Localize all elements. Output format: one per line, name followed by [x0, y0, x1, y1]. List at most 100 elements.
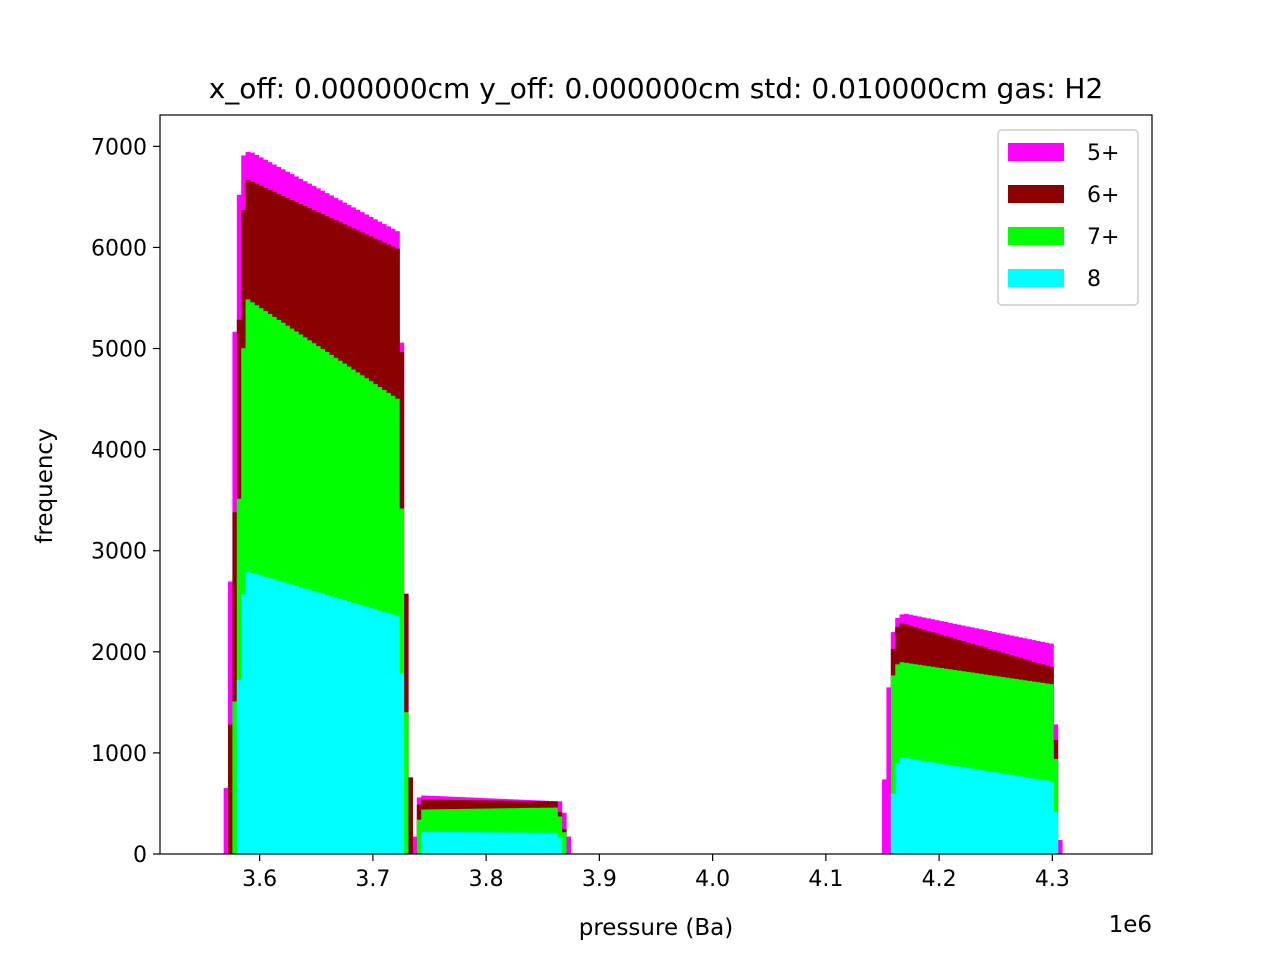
bar [517, 808, 523, 854]
bar [447, 809, 453, 854]
bar [522, 807, 528, 854]
bar [311, 591, 317, 854]
y-tick-label: 0 [133, 843, 147, 868]
bar [956, 670, 962, 854]
bar [890, 675, 896, 854]
bar [539, 832, 545, 854]
bar [223, 788, 229, 854]
chart-title: x_off: 0.000000cm y_off: 0.000000cm std:… [209, 72, 1104, 105]
bar [926, 761, 931, 854]
bar [1044, 780, 1050, 854]
bar [271, 579, 277, 854]
bar [381, 611, 387, 854]
bar [377, 610, 383, 854]
bar [1005, 677, 1010, 854]
bar [1013, 775, 1019, 854]
bar [482, 808, 488, 854]
bar [1049, 684, 1054, 854]
bar [531, 807, 536, 854]
bar [965, 671, 971, 854]
bar [289, 584, 295, 854]
bar [895, 664, 901, 854]
bar [473, 808, 479, 854]
x-tick-label: 4.3 [1035, 867, 1070, 892]
bar [346, 601, 352, 854]
bar [1009, 774, 1015, 854]
bar [1022, 776, 1028, 854]
bar [917, 760, 923, 854]
bar [460, 832, 466, 854]
bar [939, 763, 944, 854]
bar [390, 614, 396, 854]
bar [425, 809, 431, 854]
bar [921, 760, 927, 854]
bar [947, 669, 953, 854]
legend-swatch [1008, 269, 1064, 287]
y-tick-label: 2000 [91, 641, 147, 666]
bar [553, 832, 558, 854]
bar [460, 808, 466, 854]
bar [236, 498, 242, 854]
bar [895, 762, 901, 854]
bar [443, 831, 449, 854]
bar [1018, 679, 1024, 854]
bar [1022, 680, 1028, 854]
bar [939, 668, 944, 854]
bar [263, 576, 268, 854]
bar [500, 832, 506, 854]
bar [394, 615, 400, 854]
bar [930, 666, 936, 854]
x-tick-label: 4.1 [808, 867, 843, 892]
bar [232, 512, 238, 854]
bar [456, 808, 462, 854]
bar [386, 613, 391, 854]
bar [930, 762, 936, 854]
x-tick-label: 3.6 [242, 867, 277, 892]
bar [548, 832, 554, 854]
bar [500, 808, 506, 854]
bar [557, 837, 563, 854]
bar [228, 581, 233, 854]
bar [517, 832, 523, 854]
bar [473, 832, 479, 854]
bar [452, 832, 457, 854]
axis-ticks: 3.6 3.7 3.8 3.9 4.0 4.1 4.2 4.3 0 1000 2000 3000 400… [91, 135, 1070, 892]
bar [425, 831, 431, 854]
bar [249, 572, 255, 854]
bar [987, 771, 993, 854]
bar [548, 807, 554, 854]
x-tick-label: 3.8 [469, 867, 504, 892]
bar [952, 765, 958, 854]
bar [324, 595, 330, 854]
bar [403, 712, 409, 854]
legend-frame [997, 129, 1139, 306]
bar [983, 770, 988, 854]
bar [438, 809, 444, 854]
bar [978, 769, 984, 854]
legend-label: 8 [1087, 267, 1101, 292]
bar [236, 679, 242, 854]
bar [978, 673, 984, 854]
bar [408, 777, 413, 854]
bar [364, 606, 369, 854]
bar [969, 768, 975, 854]
bar [416, 819, 422, 854]
bar [421, 831, 427, 854]
bar [504, 832, 510, 854]
bar [276, 580, 282, 854]
y-tick-label: 1000 [91, 742, 147, 767]
bar [996, 676, 1002, 854]
bar [307, 589, 312, 854]
bar [267, 578, 273, 854]
bar [553, 807, 558, 854]
bar [886, 687, 892, 854]
bar [908, 758, 914, 854]
bar [969, 672, 975, 854]
bar [561, 832, 567, 854]
bar [245, 571, 251, 854]
bar [987, 675, 993, 854]
bar [952, 669, 958, 854]
bar [285, 583, 290, 854]
bar [315, 592, 321, 854]
bar [412, 836, 418, 854]
